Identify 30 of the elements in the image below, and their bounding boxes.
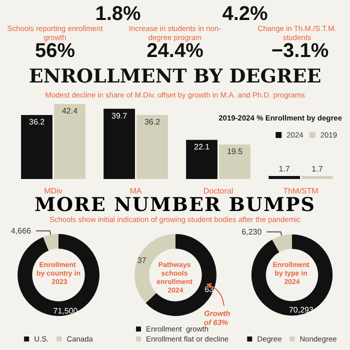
text: −3.1% <box>270 40 330 62</box>
bar <box>219 144 250 179</box>
bar <box>302 176 333 179</box>
data-label: 39.7 <box>111 111 128 120</box>
data-label: 42.4 <box>62 106 78 116</box>
bar <box>104 108 135 179</box>
bar <box>54 104 86 179</box>
x-tick-label: MDiv <box>44 186 62 196</box>
data-label: 4,666 <box>10 226 32 236</box>
text: 1.8% <box>94 3 142 25</box>
x-tick-label: ThM/STM <box>283 186 319 196</box>
text: 56% <box>34 40 76 62</box>
bar <box>186 140 218 179</box>
bar <box>21 114 52 179</box>
bar <box>136 114 168 179</box>
data-label: 36.2 <box>28 117 46 126</box>
data-label: 1.7 <box>278 164 290 174</box>
text: MORE NUMBER BUMPS <box>33 194 317 216</box>
x-tick-label: MA <box>130 186 142 196</box>
text: 4.2% <box>221 3 269 25</box>
text: 24.4% <box>146 40 204 62</box>
data-label: 22.1 <box>194 142 210 152</box>
data-label: 6,230 <box>242 227 262 236</box>
data-label: 1.7 <box>312 164 324 174</box>
data-label: 37 <box>137 256 147 265</box>
chart-title: ENROLLMENT BY DEGREE <box>28 66 322 88</box>
x-tick-label: Doctoral <box>203 186 234 196</box>
data-label: 36.2 <box>144 117 161 126</box>
bar <box>268 176 300 179</box>
data-label: 19.5 <box>226 147 244 156</box>
